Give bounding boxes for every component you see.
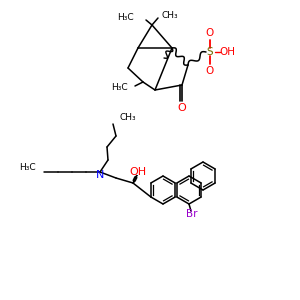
Text: N: N [96, 170, 104, 180]
Text: CH₃: CH₃ [162, 11, 178, 20]
Text: O: O [206, 66, 214, 76]
Text: Br: Br [186, 209, 198, 219]
Text: S: S [207, 47, 213, 57]
Text: H₃C: H₃C [117, 14, 134, 22]
Text: H₃C: H₃C [111, 82, 128, 91]
Text: O: O [206, 28, 214, 38]
Text: O: O [178, 103, 186, 113]
Text: OH: OH [219, 47, 235, 57]
Polygon shape [133, 175, 137, 184]
Text: H₃C: H₃C [20, 164, 36, 172]
Text: CH₃: CH₃ [119, 112, 136, 122]
Text: OH: OH [129, 167, 147, 177]
